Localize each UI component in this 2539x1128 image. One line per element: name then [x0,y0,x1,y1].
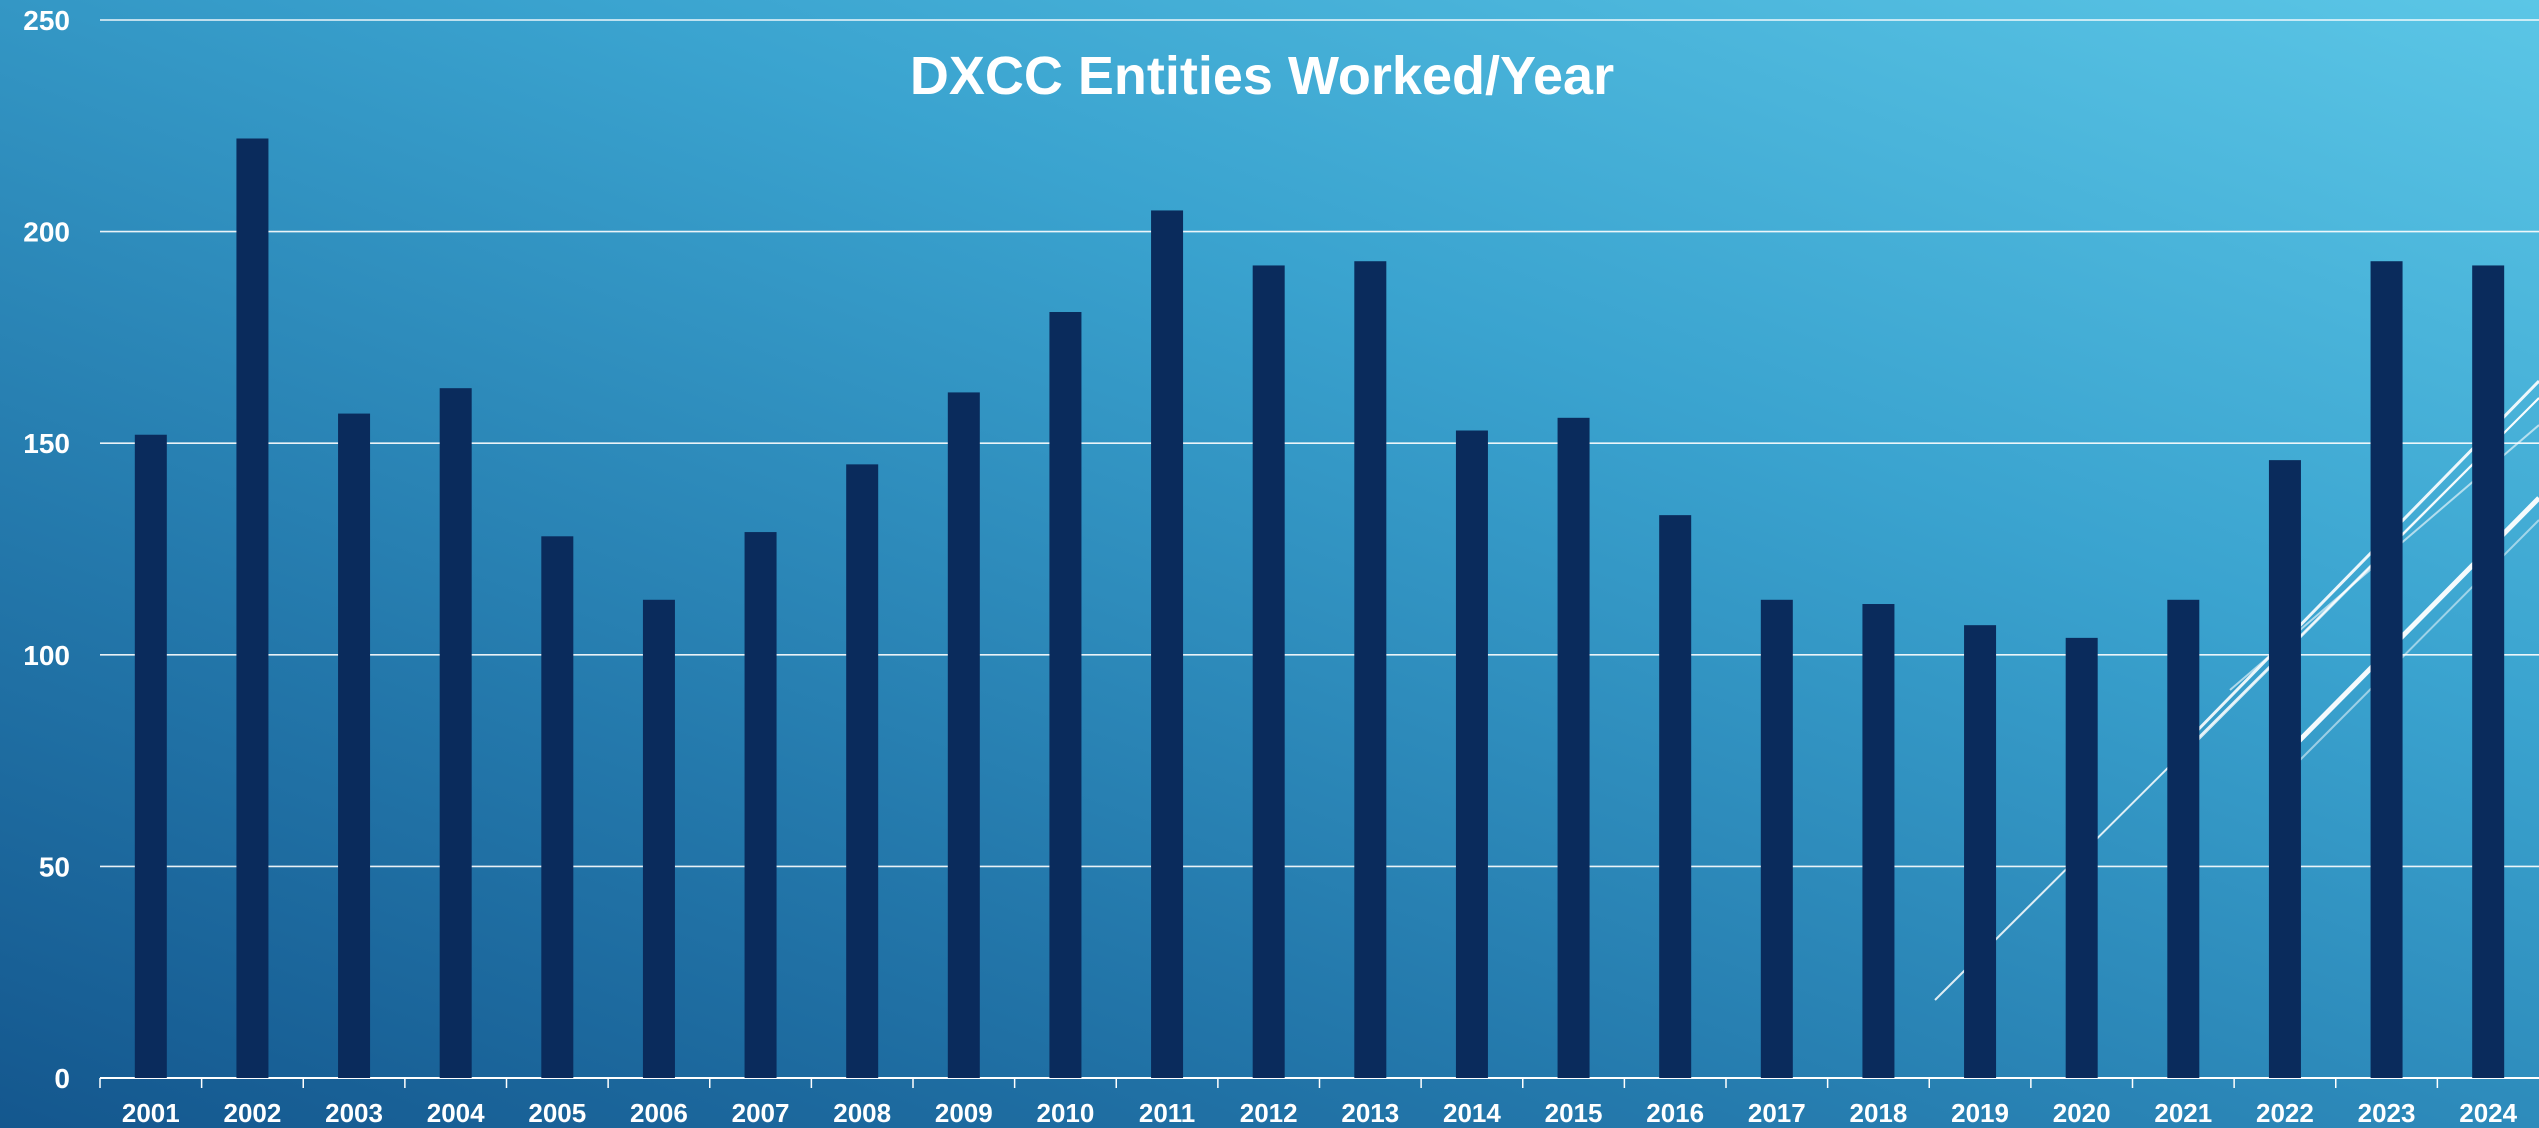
bar-2007 [744,532,777,1078]
x-tick-label: 2024 [2459,1098,2517,1128]
x-tick-label: 2006 [630,1098,688,1128]
bar-2019 [1964,625,1997,1078]
bar-2009 [947,392,980,1078]
bar-2002 [236,138,269,1079]
x-tick-label: 2001 [122,1098,180,1128]
x-tick-label: 2005 [528,1098,586,1128]
bar-2012 [1252,265,1285,1078]
x-tick-label: 2012 [1240,1098,1298,1128]
bar-2005 [541,536,574,1078]
x-tick-label: 2021 [2154,1098,2212,1128]
x-tick-label: 2008 [833,1098,891,1128]
bar-2001 [134,434,167,1079]
x-tick-label: 2013 [1341,1098,1399,1128]
x-tick-label: 2022 [2256,1098,2314,1128]
x-tick-label: 2007 [732,1098,790,1128]
bar-2014 [1455,430,1488,1078]
bar-2010 [1049,312,1082,1078]
bar-2004 [439,388,472,1079]
bar-2008 [846,464,879,1078]
bar-2013 [1354,261,1387,1078]
y-tick-label: 50 [39,851,70,882]
bar-2020 [2065,637,2098,1078]
y-tick-label: 200 [23,217,70,248]
x-tick-label: 2015 [1545,1098,1603,1128]
y-tick-label: 0 [54,1063,70,1094]
decorative-streaks [1934,379,2539,1001]
bar-2015 [1557,417,1590,1079]
bar-2022 [2268,460,2301,1078]
bar-2016 [1659,515,1692,1078]
bar-2021 [2167,599,2200,1078]
x-tick-label: 2014 [1443,1098,1501,1128]
y-axis-ticks: 0 50 100 150 200 250 [23,5,70,1094]
x-axis-ticks: 2001 2002 2003 2004 2005 2006 2007 2008 2009 2010… [99,1078,2518,1128]
x-tick-label: 2003 [325,1098,383,1128]
x-tick-label: 2018 [1850,1098,1908,1128]
x-tick-label: 2016 [1646,1098,1704,1128]
x-tick-label: 2023 [2358,1098,2416,1128]
x-tick-label: 2009 [935,1098,993,1128]
x-tick-label: 2010 [1037,1098,1095,1128]
y-tick-label: 250 [23,5,70,36]
bars [134,138,2505,1079]
bar-2011 [1151,210,1184,1078]
y-tick-label: 150 [23,428,70,459]
bar-2023 [2370,261,2403,1078]
bar-2006 [642,599,675,1078]
x-tick-label: 2011 [1139,1098,1195,1128]
y-tick-label: 100 [23,640,70,671]
chart-title: DXCC Entities Worked/Year [910,46,1614,106]
x-tick-label: 2017 [1748,1098,1806,1128]
x-tick-label: 2002 [224,1098,282,1128]
bar-2003 [338,413,371,1078]
x-tick-label: 2020 [2053,1098,2111,1128]
bar-2024 [2472,265,2505,1078]
bar-2017 [1760,599,1793,1078]
bar-2018 [1862,604,1895,1078]
x-tick-label: 2004 [427,1098,485,1128]
x-tick-label: 2019 [1951,1098,2009,1128]
